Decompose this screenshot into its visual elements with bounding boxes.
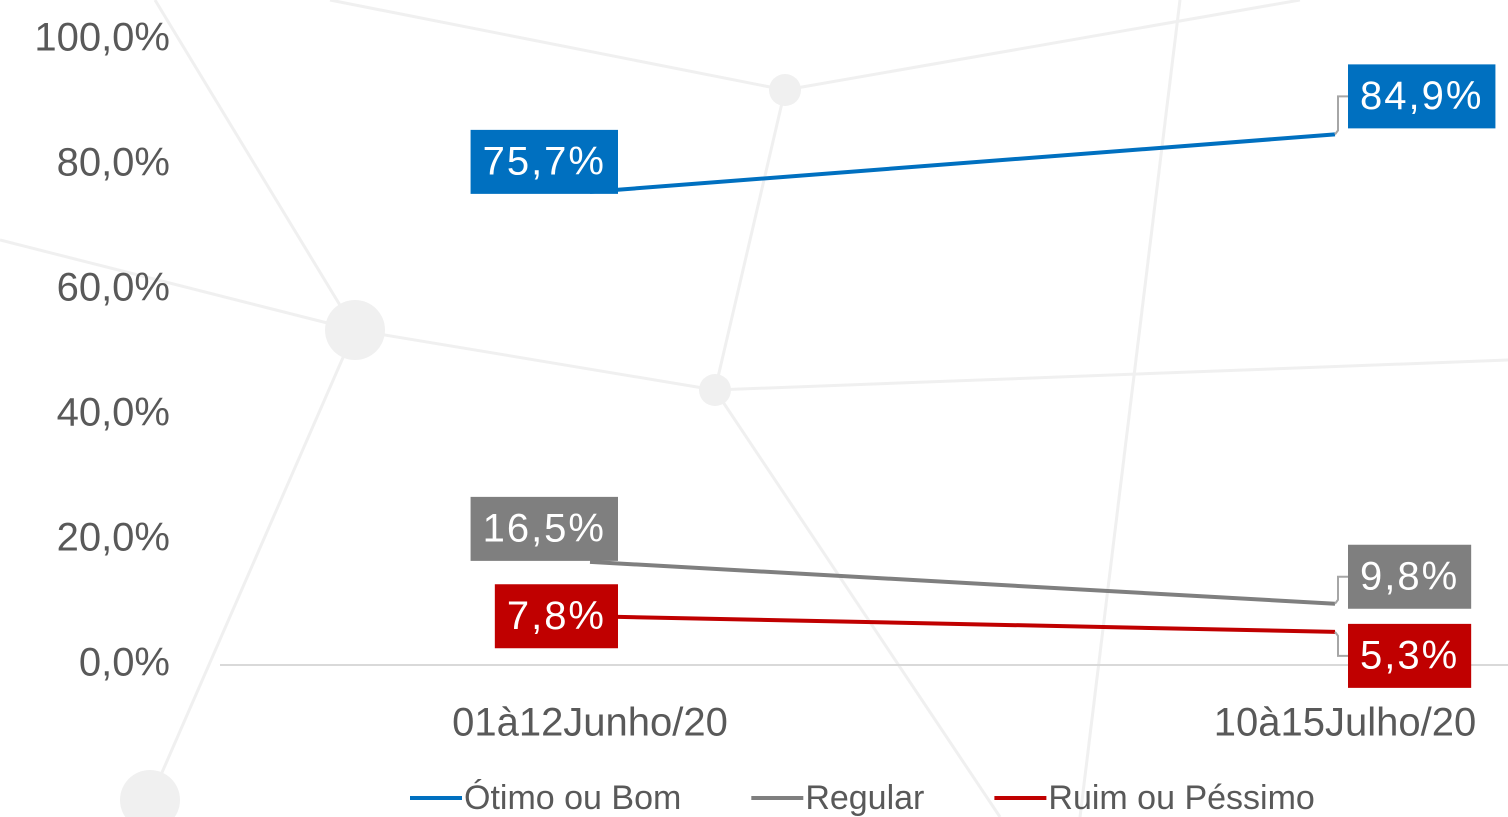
data-label-text: 84,9% [1360,74,1483,118]
y-tick-label: 100,0% [34,16,170,60]
y-tick-label: 40,0% [57,391,170,435]
legend-label: Regular [805,779,924,817]
data-label: 75,7% [470,129,618,194]
data-label: 7,8% [494,584,618,649]
y-tick-label: 0,0% [79,641,170,685]
data-label-box [470,129,618,194]
y-tick-label: 20,0% [57,516,170,560]
data-label: 5,3% [1334,623,1472,688]
leader-line [1334,95,1348,135]
leader-line [1334,631,1348,657]
series-line [589,614,1336,634]
data-label-box [1348,64,1496,129]
data-label: 84,9% [1334,64,1496,135]
series-line [589,132,1336,194]
data-label-box [494,584,618,649]
legend-label: Ruim ou Péssimo [1048,779,1314,817]
data-label-box [1348,544,1472,609]
data-label-text: 7,8% [507,594,606,638]
data-label: 9,8% [1334,544,1472,609]
x-tick-label: 01à12Junho/20 [452,701,728,745]
data-label: 16,5% [470,496,618,561]
data-label-box [470,496,618,561]
data-label-text: 16,5% [483,506,606,550]
leader-line [1334,575,1348,605]
x-tick-label: 10à15Julho/20 [1214,701,1476,745]
data-label-text: 5,3% [1360,633,1459,677]
data-label-box [1348,623,1472,688]
series-line [589,559,1336,606]
data-label-text: 75,7% [483,139,606,183]
y-tick-label: 80,0% [57,141,170,185]
data-label-text: 9,8% [1360,554,1459,598]
legend-label: Ótimo ou Bom [464,779,681,817]
y-tick-label: 60,0% [57,266,170,310]
